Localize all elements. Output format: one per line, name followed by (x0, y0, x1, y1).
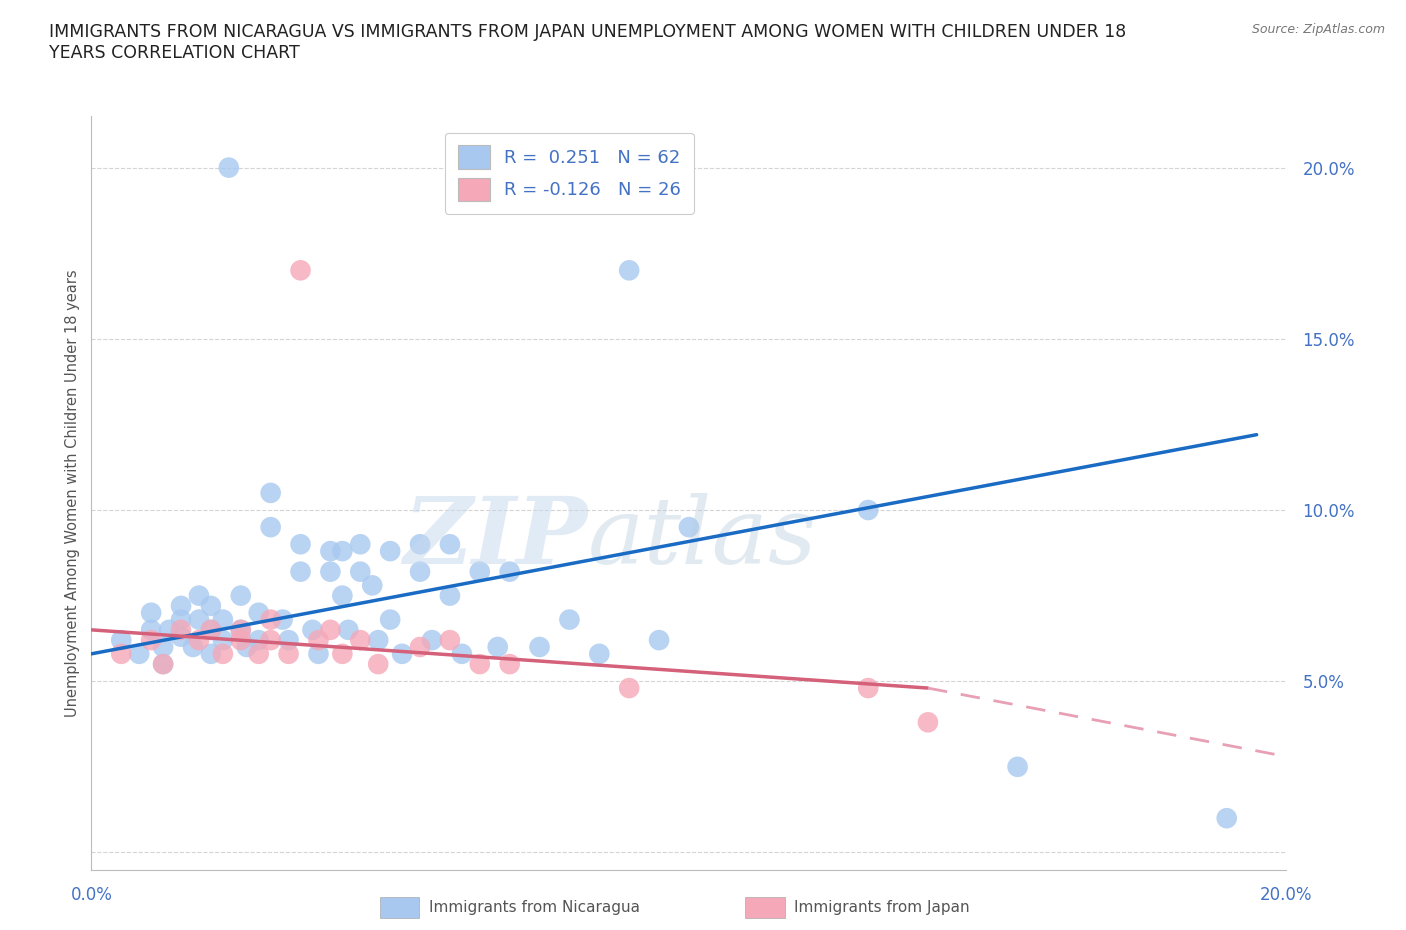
Point (1216, 811, 1239, 826)
Point (619, 263, 641, 278)
Point (200, 622, 222, 637)
Point (152, 657, 174, 671)
Point (247, 605, 270, 620)
Point (170, 630, 193, 644)
Point (439, 632, 461, 647)
Text: ZIP: ZIP (404, 493, 588, 583)
Point (271, 612, 294, 627)
Point (319, 622, 342, 637)
Point (290, 537, 312, 551)
Point (141, 622, 163, 637)
Point (211, 612, 233, 627)
Point (361, 578, 384, 592)
Point (409, 565, 432, 579)
Point (235, 640, 259, 655)
Point (188, 588, 211, 603)
Point (141, 632, 163, 647)
Point (259, 520, 281, 535)
Point (200, 599, 222, 614)
Point (211, 632, 233, 647)
Point (188, 632, 211, 647)
Point (917, 715, 939, 730)
Point (259, 632, 281, 647)
Point (290, 263, 312, 278)
Point (499, 565, 522, 579)
Point (247, 646, 270, 661)
Point (349, 632, 371, 647)
Text: IMMIGRANTS FROM NICARAGUA VS IMMIGRANTS FROM JAPAN UNEMPLOYMENT AMONG WOMEN WITH: IMMIGRANTS FROM NICARAGUA VS IMMIGRANTS … (49, 23, 1126, 62)
Point (409, 537, 432, 551)
Point (858, 681, 880, 696)
Text: Immigrants from Nicaragua: Immigrants from Nicaragua (429, 900, 640, 915)
Point (170, 599, 193, 614)
Text: atlas: atlas (588, 493, 817, 583)
Point (319, 565, 342, 579)
Point (420, 632, 443, 647)
Point (380, 544, 402, 559)
Point (259, 485, 281, 500)
Point (367, 632, 389, 647)
Point (332, 646, 354, 661)
Point (229, 622, 252, 637)
Point (1007, 760, 1029, 775)
Point (468, 565, 491, 579)
Point (188, 612, 211, 627)
Point (128, 646, 150, 661)
Point (200, 622, 222, 637)
Point (141, 605, 163, 620)
Point (200, 646, 222, 661)
Point (337, 622, 360, 637)
Point (277, 646, 299, 661)
Point (301, 622, 323, 637)
Legend: R =  0.251   N = 62, R = -0.126   N = 26: R = 0.251 N = 62, R = -0.126 N = 26 (444, 133, 695, 214)
Point (332, 588, 354, 603)
Point (110, 646, 132, 661)
Point (170, 622, 193, 637)
Point (181, 640, 204, 655)
Point (367, 657, 389, 671)
Point (619, 681, 641, 696)
Point (319, 544, 342, 559)
Point (307, 632, 329, 647)
Point (157, 622, 180, 637)
Point (229, 588, 252, 603)
Point (858, 502, 880, 517)
Point (110, 632, 132, 647)
Text: Source: ZipAtlas.com: Source: ZipAtlas.com (1251, 23, 1385, 36)
Point (499, 657, 522, 671)
Point (290, 565, 312, 579)
Point (439, 588, 461, 603)
Point (450, 646, 472, 661)
Point (468, 657, 491, 671)
Y-axis label: Unemployment Among Women with Children Under 18 years: Unemployment Among Women with Children U… (65, 269, 80, 717)
Point (211, 646, 233, 661)
Point (259, 612, 281, 627)
Point (391, 646, 413, 661)
Point (247, 632, 270, 647)
Point (349, 537, 371, 551)
Point (380, 612, 402, 627)
Point (332, 544, 354, 559)
Point (648, 632, 671, 647)
Text: Immigrants from Japan: Immigrants from Japan (794, 900, 970, 915)
Point (558, 612, 581, 627)
Point (409, 640, 432, 655)
Point (152, 657, 174, 671)
Point (588, 646, 610, 661)
Point (229, 622, 252, 637)
Point (678, 520, 700, 535)
Point (277, 632, 299, 647)
Point (439, 537, 461, 551)
Point (170, 612, 193, 627)
Point (529, 640, 551, 655)
Point (486, 640, 509, 655)
Point (218, 160, 240, 175)
Point (229, 632, 252, 647)
Point (349, 565, 371, 579)
Point (152, 640, 174, 655)
Point (307, 646, 329, 661)
